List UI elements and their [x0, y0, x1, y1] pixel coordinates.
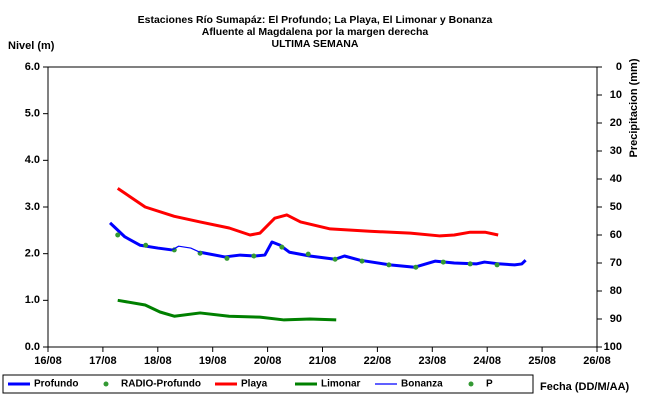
data-point — [279, 244, 285, 250]
y2-tick-label: 90 — [610, 313, 622, 325]
y2-tick-label: 100 — [604, 341, 622, 353]
y2-tick-label: 60 — [610, 229, 622, 241]
legend-label: P — [486, 379, 493, 390]
x-tick-label: 23/08 — [419, 355, 447, 367]
series-line — [117, 298, 337, 322]
y2-tick-label: 40 — [610, 173, 622, 185]
series-line — [109, 221, 527, 269]
data-point — [494, 262, 500, 268]
y-tick-label: 2.0 — [25, 248, 40, 260]
data-point — [251, 253, 257, 259]
x-tick-label: 16/08 — [34, 355, 62, 367]
data-point — [467, 261, 473, 267]
x-tick-label: 24/08 — [473, 355, 501, 367]
legend-label: Profundo — [34, 379, 78, 390]
data-point — [305, 251, 311, 257]
chart-subtitle: ULTIMA SEMANA — [272, 38, 359, 50]
y-tick-label: 6.0 — [25, 61, 40, 73]
y2-tick-label: 30 — [610, 145, 622, 157]
data-point — [359, 258, 365, 264]
y2-tick-label: 10 — [610, 89, 622, 101]
data-point — [332, 256, 338, 262]
legend-label: Limonar — [321, 379, 361, 390]
data-point — [115, 232, 121, 238]
y2-tick-label: 80 — [610, 285, 622, 297]
data-point — [386, 262, 392, 268]
y2-tick-label: 50 — [610, 201, 622, 213]
x-tick-label: 19/08 — [199, 355, 227, 367]
data-point — [171, 247, 177, 253]
data-point — [413, 264, 419, 270]
chart-subtitle: Afluente al Magdalena por la margen dere… — [202, 26, 429, 38]
y-tick-label: 5.0 — [25, 108, 40, 120]
y-tick-label: 4.0 — [25, 154, 40, 166]
data-point — [440, 259, 446, 265]
series-line — [116, 187, 499, 238]
y2-tick-label: 0 — [616, 61, 622, 73]
x-tick-label: 20/08 — [254, 355, 282, 367]
x-tick-label: 22/08 — [364, 355, 392, 367]
y2-tick-label: 70 — [610, 257, 622, 269]
series-line — [171, 245, 201, 253]
legend-swatch — [468, 381, 474, 387]
legend — [2, 374, 534, 394]
data-point — [224, 255, 230, 261]
x-tick-label: 21/08 — [309, 355, 337, 367]
y2-tick-label: 20 — [610, 117, 622, 129]
legend-label: Playa — [241, 379, 268, 390]
y-tick-label: 0.0 — [25, 341, 40, 353]
x-tick-label: 25/08 — [528, 355, 556, 367]
legend-label: RADIO-Profundo — [121, 379, 201, 390]
x-tick-label: 18/08 — [144, 355, 172, 367]
y2-axis-label: Precipitacion (mm) — [628, 58, 640, 157]
chart-title: Estaciones Río Sumapáz: El Profundo; La … — [138, 14, 493, 26]
x-axis-label: Fecha (DD/M/AA) — [540, 381, 630, 393]
y-tick-label: 1.0 — [25, 294, 40, 306]
legend-swatch — [103, 381, 109, 387]
y-axis-label: Nivel (m) — [8, 40, 55, 52]
data-point — [143, 242, 149, 248]
x-tick-label: 17/08 — [89, 355, 117, 367]
legend-label: Bonanza — [401, 379, 443, 390]
x-tick-label: 26/08 — [583, 355, 611, 367]
y-tick-label: 3.0 — [25, 201, 40, 213]
